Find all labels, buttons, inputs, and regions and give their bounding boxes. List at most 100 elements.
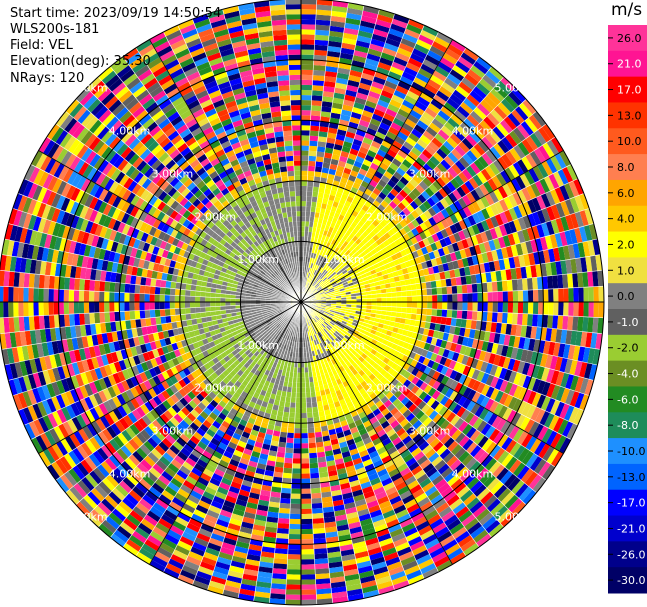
velocity-gate — [537, 425, 549, 441]
velocity-gate — [360, 415, 370, 424]
velocity-gate — [344, 573, 360, 582]
velocity-gate — [289, 518, 301, 525]
velocity-gate — [328, 428, 337, 436]
velocity-gate — [246, 553, 261, 562]
velocity-gate — [196, 570, 212, 581]
velocity-gate — [319, 415, 327, 422]
velocity-gate — [345, 465, 356, 473]
velocity-gate — [179, 397, 189, 407]
velocity-gate — [324, 450, 334, 457]
velocity-gate — [281, 327, 286, 333]
velocity-gate — [290, 320, 294, 326]
velocity-gate — [147, 534, 163, 547]
velocity-gate — [348, 364, 355, 372]
velocity-gate — [169, 295, 175, 302]
velocity-gate — [436, 430, 448, 442]
velocity-gate — [305, 387, 311, 393]
velocity-gate — [3, 286, 9, 302]
velocity-gate — [83, 494, 98, 510]
velocity-gate — [270, 409, 278, 416]
velocity-gate — [370, 556, 386, 566]
velocity-gate — [450, 478, 464, 491]
velocity-gate — [217, 412, 227, 421]
velocity-gate — [337, 326, 344, 332]
velocity-gate — [280, 375, 286, 381]
velocity-gate — [490, 376, 499, 389]
velocity-gate — [469, 347, 477, 359]
velocity-gate — [283, 316, 288, 321]
velocity-gate — [326, 317, 332, 322]
velocity-gate — [291, 356, 296, 363]
velocity-gate — [138, 478, 152, 491]
velocity-gate — [258, 499, 270, 507]
velocity-gate — [244, 470, 256, 478]
velocity-gate — [426, 420, 437, 431]
velocity-gate — [310, 472, 320, 479]
velocity-gate — [111, 508, 127, 522]
velocity-gate — [414, 388, 424, 398]
velocity-gate — [593, 302, 599, 318]
velocity-gate — [354, 550, 369, 559]
velocity-gate — [422, 357, 431, 367]
velocity-gate — [439, 395, 450, 406]
velocity-gate — [325, 318, 331, 323]
velocity-gate — [158, 494, 172, 506]
ray-separator — [284, 301, 302, 605]
velocity-gate — [364, 396, 373, 404]
velocity-gate — [333, 314, 339, 319]
velocity-gate — [314, 386, 320, 392]
velocity-gate — [319, 337, 324, 343]
velocity-gate — [185, 457, 197, 468]
velocity-gate — [323, 351, 329, 358]
velocity-gate — [171, 496, 185, 508]
velocity-gate — [547, 315, 554, 329]
velocity-gate — [399, 376, 408, 385]
velocity-gate — [401, 354, 409, 363]
velocity-gate — [168, 558, 184, 570]
velocity-gate — [101, 498, 116, 513]
velocity-gate — [365, 424, 375, 433]
velocity-gate — [434, 402, 444, 414]
velocity-gate — [457, 302, 463, 311]
velocity-gate — [287, 313, 292, 318]
velocity-gate — [366, 468, 377, 477]
velocity-gate — [314, 431, 323, 438]
velocity-gate — [370, 455, 382, 464]
velocity-gate — [306, 407, 313, 413]
velocity-gate — [325, 393, 333, 400]
velocity-gate — [99, 302, 105, 313]
velocity-gate — [154, 309, 161, 318]
velocity-gate — [210, 297, 216, 302]
velocity-gate — [235, 467, 247, 475]
velocity-gate — [446, 494, 460, 507]
velocity-gate — [314, 558, 329, 565]
velocity-gate — [331, 443, 341, 451]
velocity-gate — [375, 313, 381, 319]
velocity-gate — [301, 392, 306, 398]
velocity-gate — [134, 310, 141, 320]
velocity-gate — [206, 542, 222, 552]
velocity-gate — [472, 302, 478, 312]
velocity-gate — [227, 424, 237, 433]
velocity-gate — [301, 453, 310, 459]
velocity-gate — [266, 386, 273, 394]
velocity-gate — [319, 476, 330, 483]
velocity-gate — [430, 352, 438, 362]
velocity-gate — [201, 398, 210, 408]
velocity-gate — [368, 504, 381, 514]
velocity-gate — [510, 412, 522, 426]
velocity-gate — [108, 491, 122, 505]
velocity-gate — [188, 400, 198, 410]
velocity-gate — [388, 336, 396, 344]
velocity-gate — [113, 529, 129, 543]
velocity-gate — [447, 474, 460, 487]
velocity-gate — [317, 380, 324, 386]
velocity-gate — [413, 326, 420, 334]
velocity-gate — [382, 509, 396, 519]
velocity-gate — [360, 454, 371, 463]
velocity-gate — [497, 509, 512, 524]
velocity-gate — [522, 375, 532, 389]
velocity-gate — [186, 555, 202, 566]
velocity-gate — [355, 365, 362, 373]
velocity-gate — [354, 352, 361, 360]
